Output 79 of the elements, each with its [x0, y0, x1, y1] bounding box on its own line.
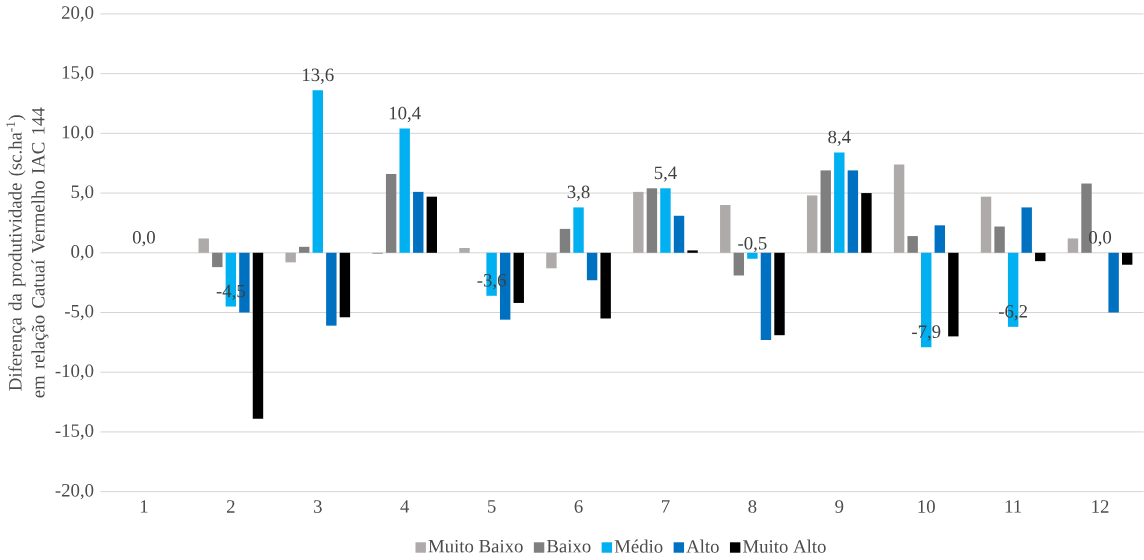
- legend-label: Muito Alto: [743, 539, 826, 553]
- bar: [513, 252, 524, 304]
- bar: [774, 252, 785, 336]
- data-label: 5,4: [654, 166, 677, 183]
- y-tick-label: 20,0: [61, 6, 94, 22]
- legend-label: Alto: [686, 539, 719, 553]
- x-tick-label: 4: [400, 500, 410, 513]
- bar: [980, 196, 992, 253]
- bar: [660, 188, 671, 253]
- bar: [687, 250, 698, 253]
- bar: [646, 188, 658, 253]
- y-tick-label: -15,0: [55, 424, 94, 440]
- bar: [733, 252, 745, 276]
- bar: [339, 252, 351, 318]
- bar: [600, 252, 611, 319]
- bar: [312, 90, 323, 253]
- y-axis-title: Diferença da produtividade (sc.ha$^{-1}$) em relação Catuaí Vermelho IAC 144: [6, 107, 49, 398]
- bar: [459, 248, 470, 253]
- bar: [673, 215, 685, 253]
- bar: [934, 225, 945, 253]
- x-tick-label: 11: [1005, 500, 1022, 513]
- bar: [426, 196, 438, 253]
- y-tick-label: 0,0: [71, 245, 94, 261]
- bar: [1021, 207, 1032, 253]
- bar: [546, 252, 557, 269]
- bar: [760, 252, 772, 341]
- bar: [385, 174, 397, 253]
- bar: [1035, 252, 1046, 262]
- bar: [413, 192, 424, 253]
- bar: [907, 236, 918, 253]
- x-tick-label: 6: [574, 500, 583, 513]
- x-tick-label: 5: [488, 500, 496, 513]
- y-tick-label: -10,0: [55, 364, 94, 381]
- y-tick-label: -5,0: [64, 305, 94, 321]
- bar: [806, 195, 818, 253]
- x-tick-label: 8: [748, 500, 757, 514]
- legend-label: Muito Baixo: [428, 540, 523, 553]
- data-label: 10,4: [389, 106, 421, 123]
- data-label: 13,6: [303, 68, 334, 85]
- data-label: 8,4: [828, 130, 851, 147]
- bar: [633, 192, 644, 253]
- bar: [834, 152, 845, 253]
- x-tick-label: 7: [662, 500, 670, 513]
- bar: [1067, 238, 1079, 253]
- x-tick-label: 2: [226, 500, 235, 513]
- x-tick-label: 9: [835, 500, 844, 513]
- bar: [586, 252, 598, 281]
- legend-label: Médio: [614, 539, 663, 553]
- y-tick-label: 15,0: [62, 66, 94, 82]
- bar: [747, 252, 758, 259]
- bar: [720, 205, 731, 253]
- bar: [1108, 252, 1119, 313]
- bar: [326, 252, 337, 326]
- data-label: -0,5: [738, 237, 767, 253]
- bar: [252, 252, 264, 419]
- data-label: 0,0: [132, 231, 155, 247]
- legend-label: Baixo: [546, 540, 591, 553]
- y-tick-label: -20,0: [55, 484, 94, 500]
- bar: [573, 207, 584, 253]
- bar: [198, 238, 209, 253]
- x-tick-label: 12: [1092, 500, 1109, 513]
- y-tick-label: 10,0: [62, 125, 94, 142]
- bar: [1121, 252, 1133, 265]
- x-tick-label: 1: [140, 500, 148, 513]
- bar: [212, 252, 223, 268]
- bar: [399, 128, 410, 253]
- x-tick-label: 3: [313, 500, 322, 513]
- bar: [299, 247, 310, 253]
- bar: [820, 170, 831, 253]
- data-label: 3,8: [567, 185, 590, 202]
- bar: [559, 229, 571, 253]
- bar: [847, 170, 859, 253]
- bar: [893, 164, 905, 253]
- y-tick-label: 5,0: [71, 185, 94, 201]
- x-tick-label: 10: [918, 500, 935, 514]
- bar: [994, 226, 1005, 253]
- bar: [285, 252, 296, 263]
- bar: [861, 193, 872, 253]
- bar: [948, 252, 959, 337]
